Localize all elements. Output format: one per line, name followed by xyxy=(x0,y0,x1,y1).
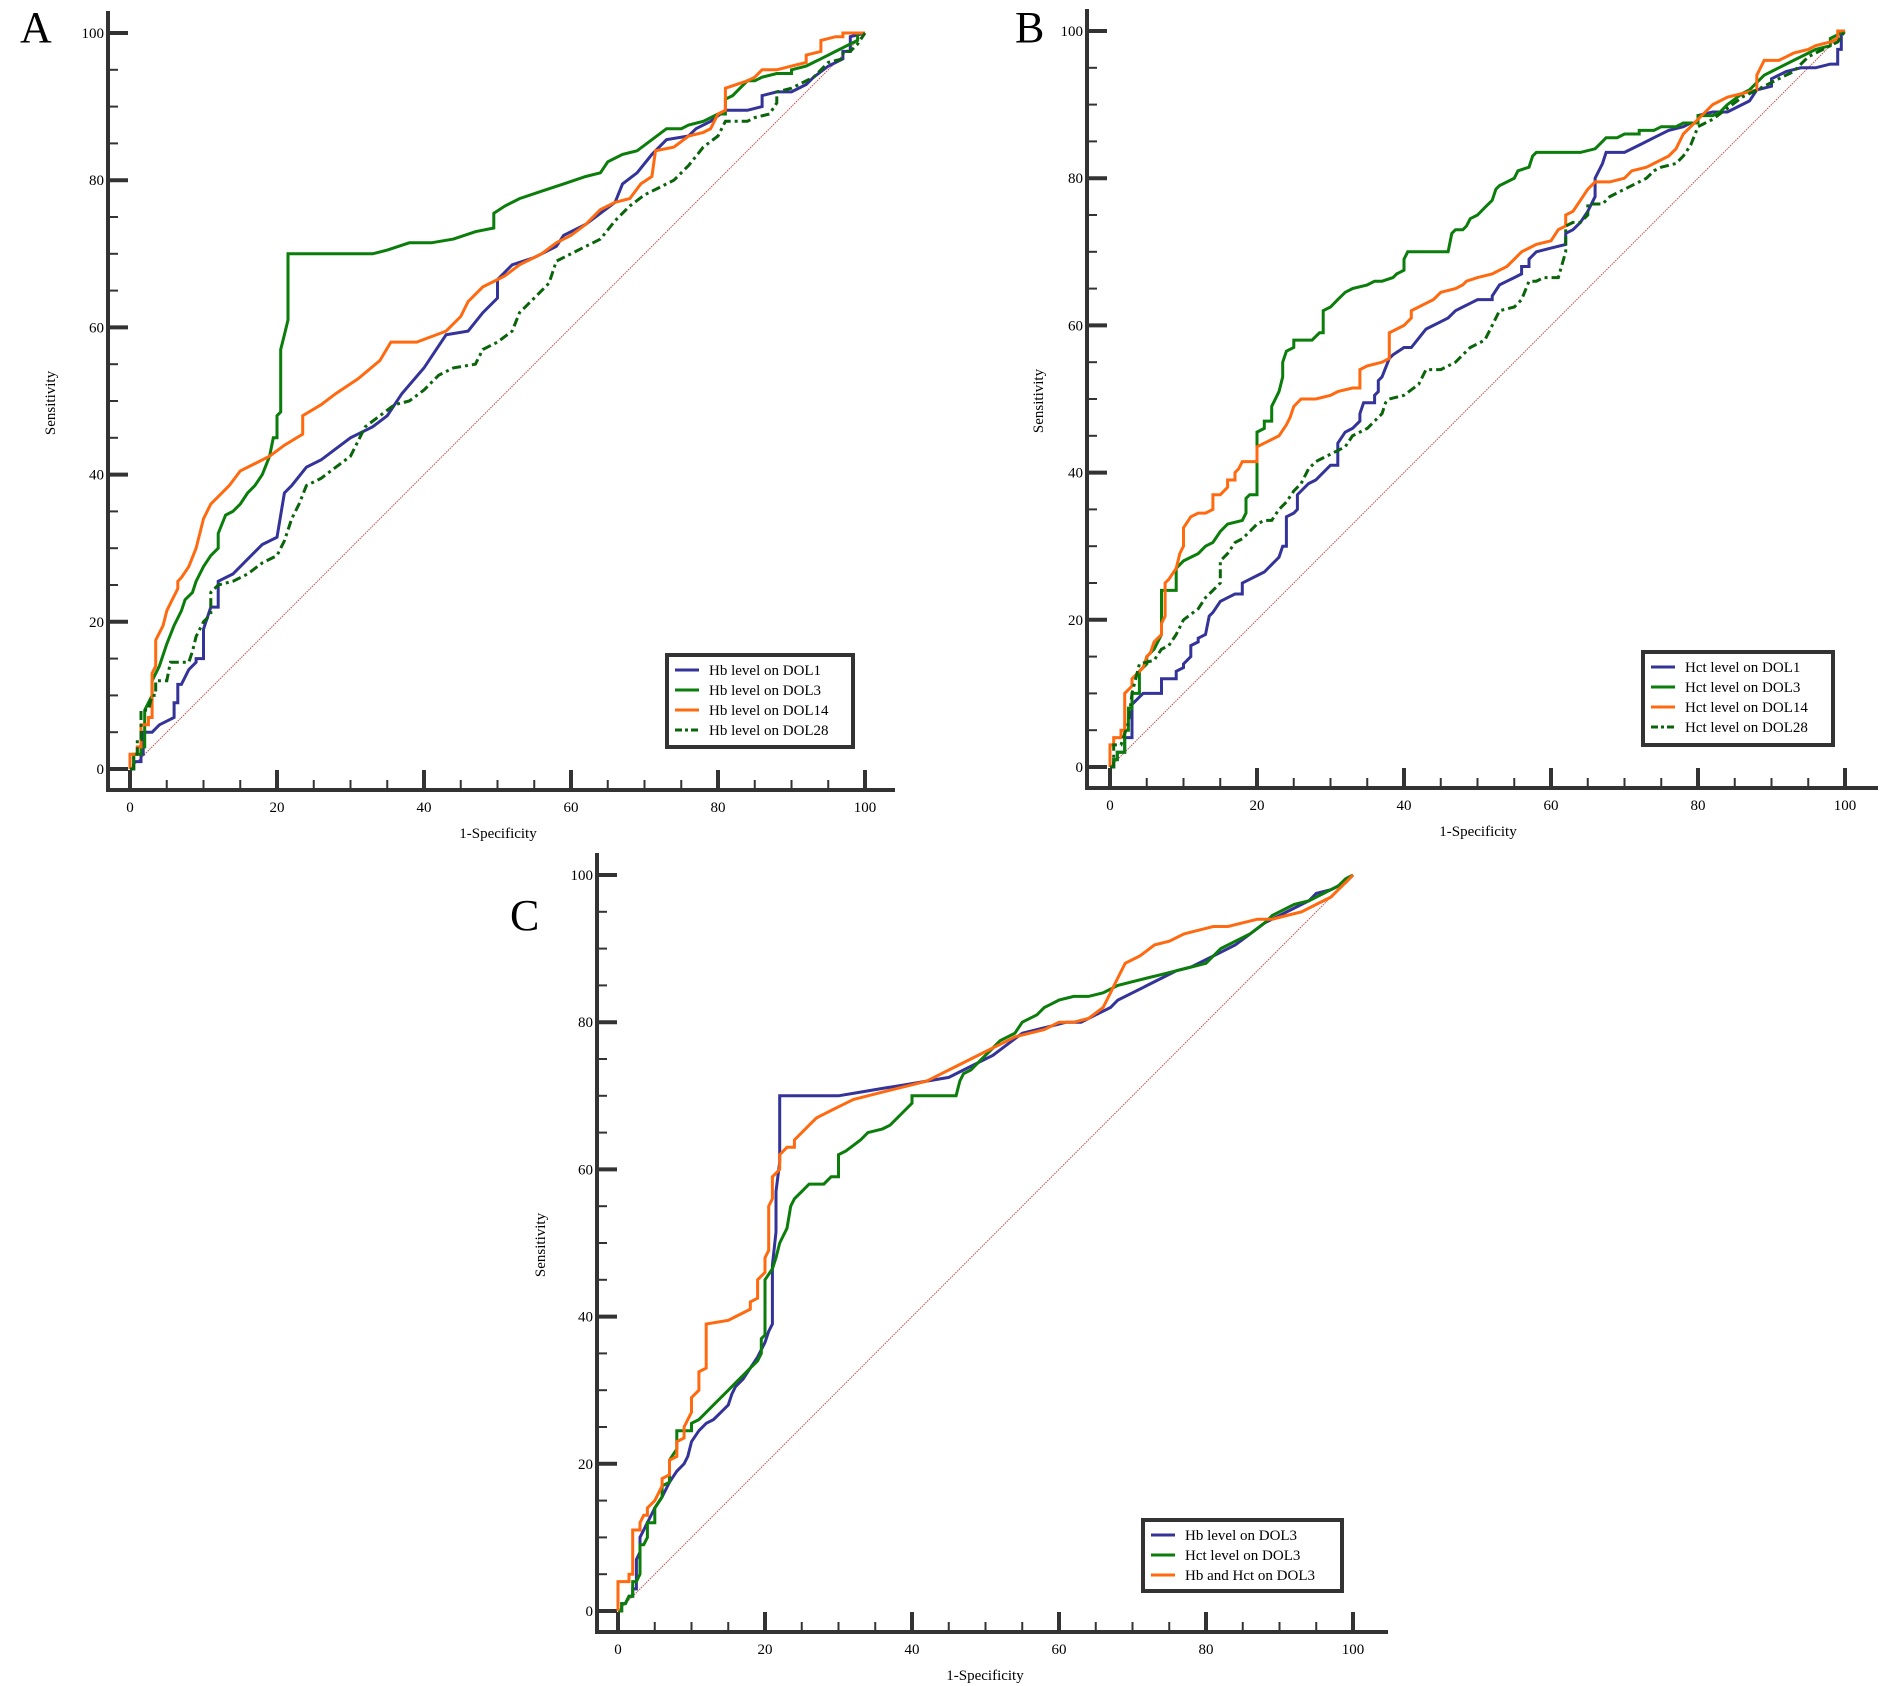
panel-b: B Sensitivity 1-Specificity 0 20 40 60 80 100… xyxy=(1015,3,1878,840)
reference-diagonal-line xyxy=(129,32,866,770)
axes-a: 0 20 40 60 80 100 0 20 40 60 80 100 xyxy=(82,11,895,816)
x-tick-label: 60 xyxy=(1544,798,1559,814)
y-tick-label: 80 xyxy=(578,1015,593,1031)
legend-label: Hb level on DOL1 xyxy=(709,663,821,679)
legend-a: Hb level on DOL1 Hb level on DOL3 Hb level… xyxy=(665,653,855,749)
roc-curve-hb-level-on-dol1 xyxy=(130,31,866,771)
x-tick-label: 60 xyxy=(1052,1642,1067,1658)
y-tick-label: 20 xyxy=(578,1457,593,1473)
x-tick-label: 0 xyxy=(1106,798,1114,814)
x-tick-label: 40 xyxy=(417,800,432,816)
x-tick-label: 100 xyxy=(1342,1642,1365,1658)
roc-curve-hb-level-on-dol14 xyxy=(128,31,865,769)
roc-curve-hb-and-hct-on-dol3 xyxy=(616,873,1355,1611)
panel-label-c: C xyxy=(510,891,539,940)
reference-diagonal-line xyxy=(1109,30,1846,768)
curves-c xyxy=(616,873,1355,1613)
legend-label: Hct level on DOL1 xyxy=(1685,660,1800,676)
roc-curve-hct-level-on-dol28 xyxy=(1110,30,1847,769)
y-tick-label: 0 xyxy=(586,1604,594,1620)
roc-curve-hct-level-on-dol14 xyxy=(1108,29,1845,767)
x-axis-title: 1-Specificity xyxy=(459,826,537,842)
x-axis-title: 1-Specificity xyxy=(946,1668,1024,1684)
y-tick-label: 80 xyxy=(1068,171,1083,187)
x-tick-label: 80 xyxy=(1199,1642,1214,1658)
legend-label: Hct level on DOL28 xyxy=(1685,720,1808,736)
legend-c: Hb level on DOL3 Hct level on DOL3 Hb and … xyxy=(1141,1518,1344,1593)
y-tick-label: 100 xyxy=(1061,24,1084,40)
panel-c: C Sensitivity 1-Specificity 0 20 40 60 80 100… xyxy=(510,853,1388,1684)
x-tick-label: 40 xyxy=(905,1642,920,1658)
x-tick-label: 20 xyxy=(1250,798,1265,814)
x-tick-label: 0 xyxy=(614,1642,622,1658)
x-tick-label: 80 xyxy=(1691,798,1706,814)
x-tick-label: 0 xyxy=(126,800,134,816)
x-tick-label: 100 xyxy=(854,800,877,816)
y-tick-label: 100 xyxy=(571,868,594,884)
x-tick-label: 20 xyxy=(758,1642,773,1658)
legend-box xyxy=(1141,1518,1344,1593)
y-tick-label: 40 xyxy=(89,468,104,484)
roc-curve-hb-level-on-dol28 xyxy=(130,32,867,771)
y-tick-label: 80 xyxy=(89,173,104,189)
x-tick-label: 20 xyxy=(270,800,285,816)
y-tick-label: 40 xyxy=(578,1310,593,1326)
y-tick-label: 0 xyxy=(97,762,105,778)
panel-a: A Sensitivity 1-Specificity 0 20 40 60 80 100… xyxy=(20,3,895,842)
legend-label: Hb level on DOL28 xyxy=(709,723,829,739)
y-tick-label: 40 xyxy=(1068,466,1083,482)
legend-label: Hb level on DOL3 xyxy=(709,683,821,699)
x-tick-label: 100 xyxy=(1834,798,1857,814)
legend-label: Hb level on DOL3 xyxy=(1185,1528,1297,1544)
panel-label-a: A xyxy=(20,3,52,52)
x-tick-label: 80 xyxy=(711,800,726,816)
y-tick-label: 20 xyxy=(89,615,104,631)
legend-b: Hct level on DOL1 Hct level on DOL3 Hct le… xyxy=(1641,650,1835,747)
y-axis-title: Sensitivity xyxy=(1031,368,1047,433)
curves-b xyxy=(1108,29,1847,769)
legend-label: Hb and Hct on DOL3 xyxy=(1185,1568,1315,1584)
y-tick-label: 100 xyxy=(82,26,105,42)
y-tick-label: 60 xyxy=(1068,318,1083,334)
reference-diagonal-line xyxy=(617,874,1354,1612)
legend-label: Hb level on DOL14 xyxy=(709,703,829,719)
x-tick-label: 60 xyxy=(564,800,579,816)
legend-label: Hct level on DOL3 xyxy=(1685,680,1800,696)
legend-label: Hct level on DOL3 xyxy=(1185,1548,1300,1564)
panel-label-b: B xyxy=(1015,3,1044,52)
y-axis-title: Sensitivity xyxy=(43,370,59,435)
axes-c: 0 20 40 60 80 100 0 20 40 60 80 100 xyxy=(571,853,1388,1658)
legend-label: Hct level on DOL14 xyxy=(1685,700,1808,716)
x-tick-label: 40 xyxy=(1397,798,1412,814)
y-tick-label: 60 xyxy=(578,1162,593,1178)
y-tick-label: 60 xyxy=(89,320,104,336)
axes-b: 0 20 40 60 80 100 0 20 40 60 80 100 xyxy=(1061,9,1878,814)
y-axis-title: Sensitivity xyxy=(533,1212,549,1277)
roc-curve-hb-level-on-dol3 xyxy=(130,31,865,771)
x-axis-title: 1-Specificity xyxy=(1439,824,1517,840)
y-tick-label: 0 xyxy=(1076,760,1084,776)
roc-curve-hct-level-on-dol1 xyxy=(1110,29,1845,769)
curves-a xyxy=(128,31,867,771)
legend-box xyxy=(1641,650,1835,747)
y-tick-label: 20 xyxy=(1068,613,1083,629)
